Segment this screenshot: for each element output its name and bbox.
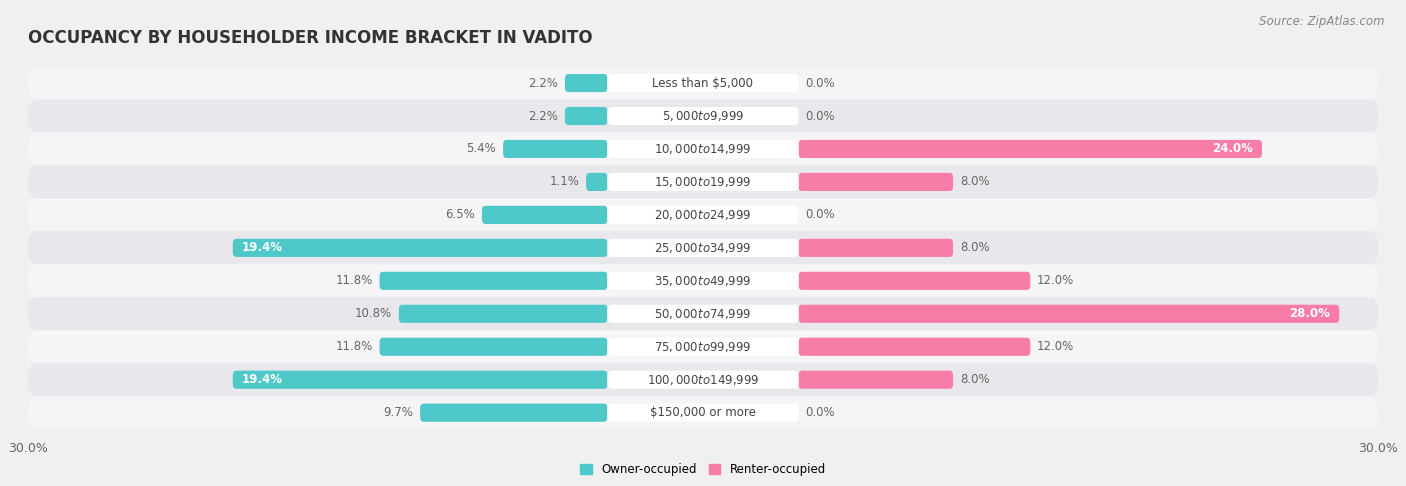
Text: 19.4%: 19.4% [242,242,283,254]
Text: 2.2%: 2.2% [529,109,558,122]
FancyBboxPatch shape [380,338,607,356]
Text: $150,000 or more: $150,000 or more [650,406,756,419]
FancyBboxPatch shape [233,371,607,389]
Text: 11.8%: 11.8% [336,274,373,287]
Text: 24.0%: 24.0% [1212,142,1253,156]
FancyBboxPatch shape [607,107,799,125]
Text: 12.0%: 12.0% [1038,340,1074,353]
Text: $20,000 to $24,999: $20,000 to $24,999 [654,208,752,222]
FancyBboxPatch shape [607,206,799,224]
FancyBboxPatch shape [799,371,953,389]
FancyBboxPatch shape [233,239,607,257]
Text: 0.0%: 0.0% [806,406,835,419]
Text: OCCUPANCY BY HOUSEHOLDER INCOME BRACKET IN VADITO: OCCUPANCY BY HOUSEHOLDER INCOME BRACKET … [28,29,593,47]
FancyBboxPatch shape [607,338,799,356]
Text: 1.1%: 1.1% [550,175,579,189]
Text: $15,000 to $19,999: $15,000 to $19,999 [654,175,752,189]
Text: Source: ZipAtlas.com: Source: ZipAtlas.com [1260,15,1385,28]
FancyBboxPatch shape [28,363,1378,396]
Text: $5,000 to $9,999: $5,000 to $9,999 [662,109,744,123]
Legend: Owner-occupied, Renter-occupied: Owner-occupied, Renter-occupied [575,458,831,481]
FancyBboxPatch shape [380,272,607,290]
FancyBboxPatch shape [607,140,799,158]
Text: 0.0%: 0.0% [806,208,835,222]
FancyBboxPatch shape [799,272,1031,290]
Text: 8.0%: 8.0% [960,242,990,254]
Text: 2.2%: 2.2% [529,76,558,89]
FancyBboxPatch shape [607,173,799,191]
Text: 0.0%: 0.0% [806,76,835,89]
Text: 11.8%: 11.8% [336,340,373,353]
FancyBboxPatch shape [586,173,607,191]
Text: 28.0%: 28.0% [1289,307,1330,320]
FancyBboxPatch shape [799,173,953,191]
FancyBboxPatch shape [28,264,1378,297]
FancyBboxPatch shape [607,371,799,389]
Text: 9.7%: 9.7% [384,406,413,419]
Text: Less than $5,000: Less than $5,000 [652,76,754,89]
Text: 0.0%: 0.0% [806,109,835,122]
Text: 19.4%: 19.4% [242,373,283,386]
FancyBboxPatch shape [799,338,1031,356]
FancyBboxPatch shape [28,165,1378,198]
FancyBboxPatch shape [799,305,1340,323]
Text: $50,000 to $74,999: $50,000 to $74,999 [654,307,752,321]
Text: 12.0%: 12.0% [1038,274,1074,287]
FancyBboxPatch shape [28,67,1378,100]
Text: 8.0%: 8.0% [960,175,990,189]
Text: 8.0%: 8.0% [960,373,990,386]
FancyBboxPatch shape [28,100,1378,133]
FancyBboxPatch shape [28,198,1378,231]
Text: 10.8%: 10.8% [354,307,392,320]
Text: $10,000 to $14,999: $10,000 to $14,999 [654,142,752,156]
Text: $100,000 to $149,999: $100,000 to $149,999 [647,373,759,387]
FancyBboxPatch shape [399,305,607,323]
FancyBboxPatch shape [28,297,1378,330]
FancyBboxPatch shape [565,74,607,92]
FancyBboxPatch shape [503,140,607,158]
FancyBboxPatch shape [482,206,607,224]
Text: 5.4%: 5.4% [467,142,496,156]
Text: $35,000 to $49,999: $35,000 to $49,999 [654,274,752,288]
FancyBboxPatch shape [799,239,953,257]
FancyBboxPatch shape [607,239,799,257]
Text: 6.5%: 6.5% [446,208,475,222]
Text: $25,000 to $34,999: $25,000 to $34,999 [654,241,752,255]
FancyBboxPatch shape [607,272,799,290]
FancyBboxPatch shape [28,231,1378,264]
FancyBboxPatch shape [607,305,799,323]
FancyBboxPatch shape [565,107,607,125]
FancyBboxPatch shape [28,396,1378,429]
FancyBboxPatch shape [799,140,1263,158]
FancyBboxPatch shape [607,74,799,92]
FancyBboxPatch shape [28,330,1378,363]
Text: $75,000 to $99,999: $75,000 to $99,999 [654,340,752,354]
FancyBboxPatch shape [420,403,607,422]
FancyBboxPatch shape [28,133,1378,165]
FancyBboxPatch shape [607,403,799,422]
